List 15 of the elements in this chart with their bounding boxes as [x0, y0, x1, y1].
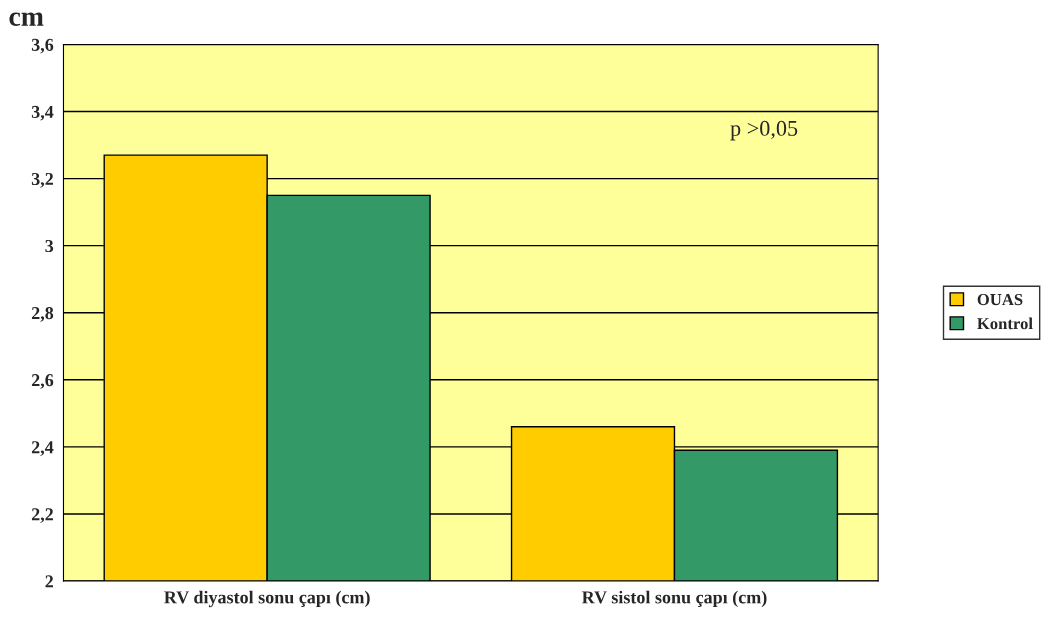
y-tick-label: 2 [45, 575, 53, 588]
y-tick-label: 2,2 [31, 508, 53, 524]
x-tick-label: RV sistol sonu çapı (cm) [581, 590, 767, 608]
y-tick-label: 2,4 [31, 441, 54, 456]
y-tick-label: 3,2 [31, 172, 53, 188]
y-tick-label: 2,8 [31, 306, 54, 322]
y-axis-title: cm [9, 12, 44, 26]
y-tick-label: 3 [45, 239, 54, 253]
legend-label: Kontrol [977, 317, 1033, 330]
y-tick-label: 3,6 [31, 38, 54, 54]
y-tick-label: 3,4 [31, 105, 54, 121]
annotation: p >0,05 [730, 120, 798, 141]
legend-label: OUAS [977, 293, 1023, 306]
y-tick-label: 2,6 [31, 374, 54, 389]
x-tick-label: RV diyastol sonu çapı (cm) [164, 590, 370, 608]
